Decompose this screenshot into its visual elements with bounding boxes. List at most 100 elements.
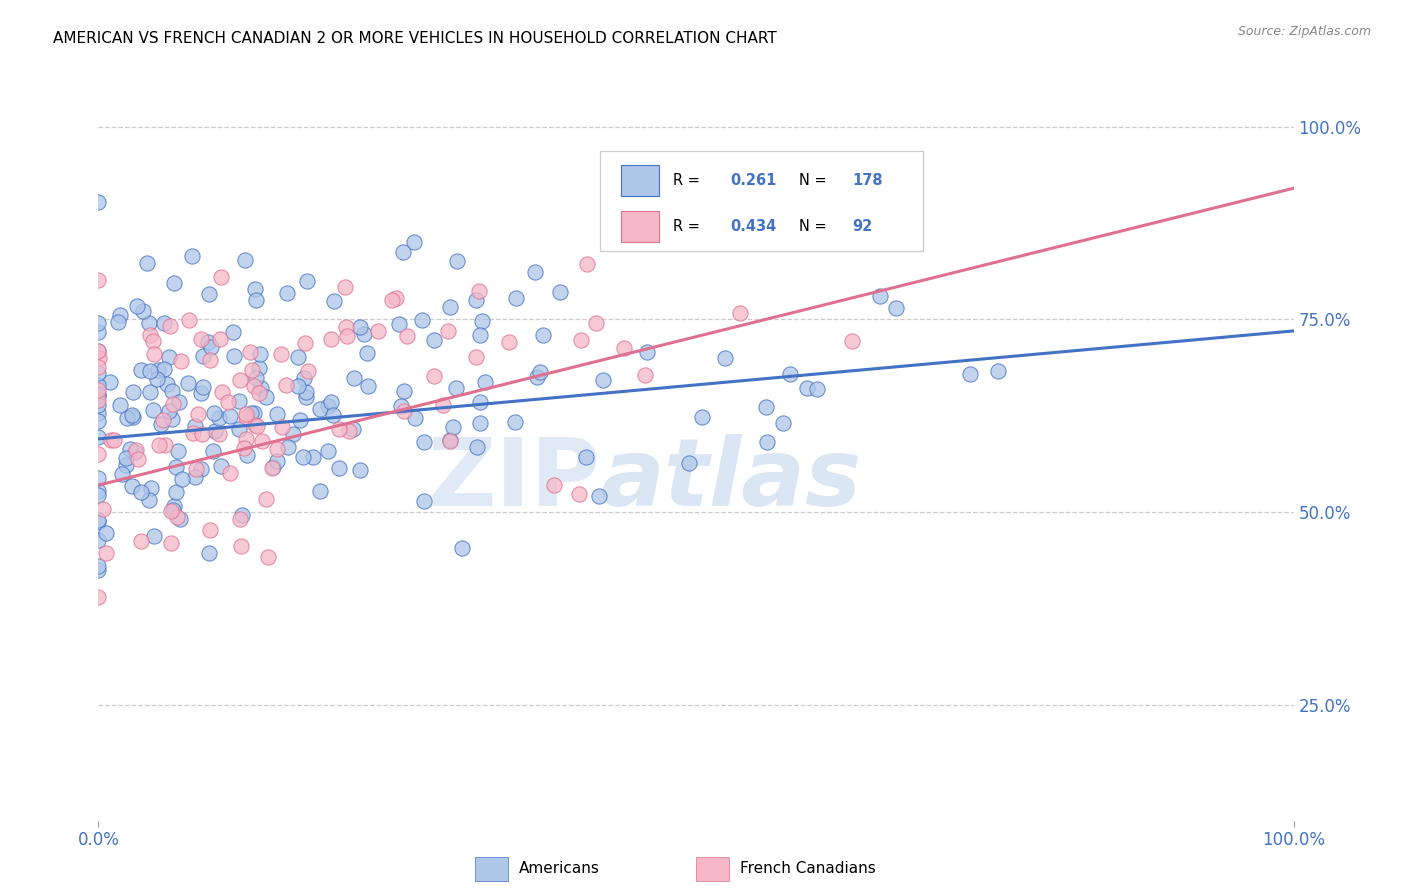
Point [228,394,250,409]
Point [266,407,288,421]
Point [319,395,342,409]
Point [190,462,212,476]
Point [254,491,277,506]
Point [136,256,159,270]
Point [153,438,176,452]
Point [294,335,316,350]
Point [585,316,607,330]
Point [335,320,357,334]
Point [167,444,190,458]
Point [121,410,143,425]
Point [87,326,110,340]
Point [87,406,110,420]
Point [381,293,404,307]
Point [869,289,891,303]
Point [690,409,713,424]
Point [321,332,343,346]
Text: 0.261: 0.261 [731,173,778,187]
Point [139,364,162,378]
Point [162,503,184,517]
Point [160,384,183,398]
Point [526,370,548,384]
Point [388,317,411,331]
Point [98,375,121,389]
Point [302,450,325,465]
Point [87,273,110,287]
Point [277,441,299,455]
Point [470,395,492,409]
Point [323,293,346,308]
Point [297,274,319,288]
Point [276,286,298,301]
Point [342,422,364,436]
Point [125,300,148,314]
Point [356,346,378,360]
Point [204,424,226,438]
Text: R =: R = [673,219,704,234]
Point [328,422,350,436]
Point [246,418,269,433]
Point [157,403,180,417]
Point [94,546,117,560]
Point [157,350,180,364]
Point [243,406,266,420]
Point [316,443,339,458]
Text: Americans: Americans [519,862,600,876]
Point [465,440,488,454]
Point [160,536,183,550]
Point [87,516,110,530]
Point [384,291,406,305]
Point [184,462,207,476]
Point [247,361,270,376]
Point [465,293,488,308]
Point [87,384,110,398]
Point [287,350,309,364]
Point [91,502,114,516]
Point [87,393,110,408]
Point [291,450,314,465]
Point [242,363,264,377]
Point [959,367,981,381]
Point [772,416,794,430]
Point [505,291,527,305]
Point [146,363,169,377]
Point [531,328,554,343]
Point [121,385,143,400]
Point [129,485,152,500]
Point [142,347,165,361]
Point [115,450,138,465]
Point [336,328,359,343]
Point [162,397,184,411]
Point [184,470,207,484]
Point [404,411,426,425]
Point [170,353,193,368]
Point [411,313,433,327]
Point [127,452,149,467]
Point [231,508,253,522]
Point [471,314,494,328]
Point [322,408,344,422]
Point [138,492,160,507]
Point [238,344,260,359]
Point [245,293,267,307]
Point [211,384,233,399]
Point [153,362,176,376]
Point [262,459,284,474]
Point [87,377,110,392]
Point [450,541,472,555]
Point [228,511,250,525]
Point [353,326,375,341]
Point [131,304,153,318]
Point [568,487,591,501]
Text: Source: ZipAtlas.com: Source: ZipAtlas.com [1237,25,1371,38]
Point [392,244,415,259]
Point [657,211,679,225]
FancyBboxPatch shape [620,165,659,195]
Point [295,390,318,404]
Point [121,408,143,422]
Point [87,590,110,604]
Point [169,512,191,526]
Text: 0.434: 0.434 [731,219,778,234]
Point [529,365,551,379]
Point [357,378,380,392]
